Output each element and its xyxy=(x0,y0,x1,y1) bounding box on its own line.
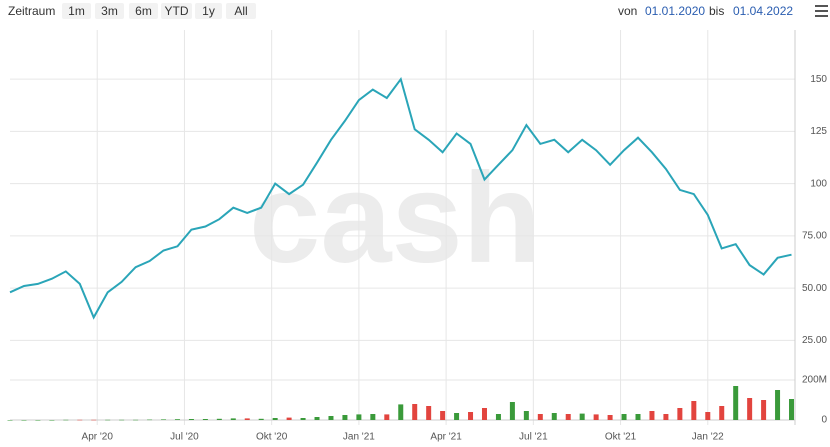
x-tick-label: Jul '21 xyxy=(519,432,548,443)
volume-bar xyxy=(440,411,446,420)
x-tick-label: Okt '20 xyxy=(256,432,288,443)
volume-bar xyxy=(216,418,222,420)
volume-bar xyxy=(398,404,404,420)
volume-bar xyxy=(468,412,474,420)
volume-bar xyxy=(747,398,753,420)
volume-bar xyxy=(551,413,557,420)
volume-bar xyxy=(370,414,376,420)
toolbar: Zeitraum 1m 3m 6m YTD 1y All von 01.01.2… xyxy=(0,0,830,22)
range-button[interactable]: 3m xyxy=(95,3,124,19)
y-tick-label: 75.00 xyxy=(802,231,827,242)
volume-bar xyxy=(607,415,613,420)
volume-bar xyxy=(202,419,208,420)
volume-bar xyxy=(733,386,739,420)
volume-tick-label: 200M xyxy=(802,375,827,386)
volume-bar xyxy=(565,414,571,420)
volume-bar xyxy=(161,419,167,420)
from-label: von xyxy=(618,4,638,18)
volume-bar xyxy=(77,419,83,421)
volume-bar xyxy=(775,390,781,420)
range-button[interactable]: YTD xyxy=(161,3,192,19)
volume-bar xyxy=(691,401,697,420)
volume-bar xyxy=(7,420,13,421)
volume-bar xyxy=(244,418,250,420)
to-label: bis xyxy=(709,4,725,18)
volume-bar xyxy=(328,416,334,420)
y-tick-label: 25.00 xyxy=(802,335,827,346)
volume-bar xyxy=(356,414,362,420)
volume-bar xyxy=(300,418,306,420)
volume-bar xyxy=(509,402,515,420)
x-tick-label: Apr '21 xyxy=(430,432,462,443)
volume-bar xyxy=(663,414,669,420)
range-button[interactable]: All xyxy=(226,3,256,19)
volume-bar xyxy=(454,413,460,420)
volume-bar xyxy=(495,414,501,420)
y-tick-label: 50.00 xyxy=(802,283,827,294)
volume-bar xyxy=(105,419,111,421)
volume-bar xyxy=(49,420,55,421)
volume-bar xyxy=(272,418,278,420)
y-tick-label: 150 xyxy=(810,74,827,85)
volume-bar xyxy=(133,419,139,421)
volume-bar xyxy=(523,411,529,420)
volume-bar xyxy=(147,419,153,421)
volume-bar xyxy=(119,419,125,421)
from-date[interactable]: 01.01.2020 xyxy=(645,4,706,18)
y-tick-label: 125 xyxy=(810,126,827,137)
x-tick-label: Jan '21 xyxy=(343,432,375,443)
range-button[interactable]: 6m xyxy=(129,3,158,19)
volume-bar xyxy=(579,413,585,420)
volume-bar xyxy=(481,408,487,420)
volume-bar xyxy=(384,414,390,420)
y-tick-label: 100 xyxy=(810,178,827,189)
x-tick-label: Jul '20 xyxy=(170,432,199,443)
volume-bar xyxy=(63,419,69,421)
volume-bar xyxy=(649,411,655,420)
volume-bar xyxy=(537,414,543,420)
volume-bar xyxy=(230,418,236,420)
price-line xyxy=(9,76,792,320)
volume-bar xyxy=(342,415,348,420)
volume-bar xyxy=(188,419,194,420)
to-date[interactable]: 01.04.2022 xyxy=(733,4,794,18)
volume-tick-label: 0 xyxy=(821,415,827,426)
volume-bar xyxy=(705,412,711,420)
range-button[interactable]: 1m xyxy=(62,3,91,19)
x-tick-label: Jan '22 xyxy=(692,432,724,443)
volume-bar xyxy=(258,418,264,420)
volume-bar xyxy=(286,417,292,420)
x-tick-label: Okt '21 xyxy=(605,432,637,443)
volume-bar xyxy=(314,417,320,420)
menu-button[interactable] xyxy=(815,5,828,20)
volume-bar xyxy=(21,420,27,421)
watermark: cash xyxy=(249,147,541,290)
volume-bar xyxy=(174,419,180,420)
volume-bar xyxy=(621,414,627,420)
volume-bar xyxy=(789,399,795,420)
x-tick-label: Apr '20 xyxy=(82,432,114,443)
volume-bar xyxy=(35,420,41,421)
range-label: Zeitraum xyxy=(8,4,56,18)
volume-bar xyxy=(719,406,725,420)
range-button[interactable]: 1y xyxy=(195,3,222,19)
volume-bar xyxy=(635,414,641,420)
volume-bar xyxy=(677,408,683,420)
volume-bar xyxy=(593,414,599,420)
volume-bar xyxy=(761,400,767,420)
volume-bar xyxy=(412,404,418,420)
volume-bar xyxy=(426,406,432,420)
volume-bar xyxy=(91,419,97,421)
